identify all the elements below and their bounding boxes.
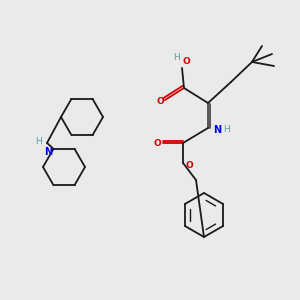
Text: O: O bbox=[185, 160, 193, 169]
Text: O: O bbox=[156, 98, 164, 106]
Text: N: N bbox=[44, 147, 52, 157]
Text: N: N bbox=[213, 125, 221, 135]
Text: H: H bbox=[174, 53, 180, 62]
Text: H: H bbox=[36, 137, 42, 146]
Text: O: O bbox=[153, 139, 161, 148]
Text: H: H bbox=[224, 124, 230, 134]
Text: O: O bbox=[182, 58, 190, 67]
